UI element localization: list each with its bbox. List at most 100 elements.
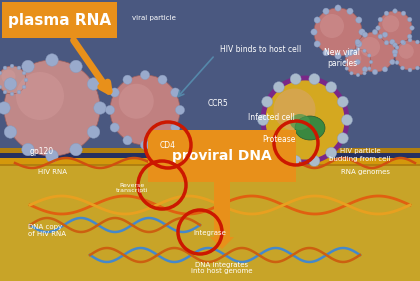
Circle shape [176, 105, 184, 115]
Circle shape [393, 53, 397, 57]
Circle shape [335, 53, 341, 59]
Circle shape [401, 40, 404, 44]
Text: viral particle: viral particle [132, 15, 176, 21]
Circle shape [368, 67, 371, 70]
Circle shape [335, 5, 341, 11]
Circle shape [384, 40, 389, 45]
Circle shape [110, 75, 180, 145]
Circle shape [350, 72, 353, 75]
Circle shape [110, 88, 119, 97]
Circle shape [290, 155, 301, 166]
Circle shape [415, 66, 420, 70]
Circle shape [309, 74, 320, 85]
Circle shape [415, 40, 420, 44]
Bar [0, 155, 420, 281]
Circle shape [257, 115, 268, 125]
Circle shape [10, 92, 14, 96]
Text: CCR5: CCR5 [208, 99, 229, 108]
Circle shape [70, 143, 82, 156]
Circle shape [2, 69, 16, 83]
Circle shape [363, 72, 366, 75]
Ellipse shape [290, 114, 310, 130]
Circle shape [382, 15, 399, 32]
Circle shape [326, 147, 337, 158]
Circle shape [309, 155, 320, 166]
Circle shape [359, 29, 365, 35]
Bar [0, 158, 420, 164]
Circle shape [4, 60, 100, 156]
Circle shape [140, 71, 150, 80]
Circle shape [158, 136, 167, 145]
Circle shape [392, 49, 398, 55]
Circle shape [263, 78, 347, 162]
Circle shape [345, 49, 371, 75]
Circle shape [323, 50, 329, 56]
Circle shape [158, 75, 167, 84]
Circle shape [0, 66, 26, 94]
Circle shape [262, 96, 273, 107]
Circle shape [407, 17, 412, 22]
Circle shape [0, 85, 2, 89]
Circle shape [70, 60, 82, 73]
Text: Protease: Protease [262, 135, 296, 144]
Circle shape [355, 59, 360, 65]
Circle shape [110, 123, 119, 132]
Circle shape [262, 133, 273, 144]
Text: DNA copy
of HIV RNA: DNA copy of HIV RNA [28, 223, 66, 237]
Circle shape [22, 143, 34, 156]
Circle shape [16, 72, 64, 120]
Circle shape [119, 84, 154, 119]
Circle shape [355, 32, 395, 72]
Text: DNA integrates
into host genome: DNA integrates into host genome [191, 262, 253, 275]
Circle shape [355, 39, 360, 45]
Circle shape [140, 140, 150, 149]
Circle shape [323, 8, 329, 14]
Circle shape [94, 102, 106, 114]
Text: New viral
paricles: New viral paricles [324, 48, 360, 68]
Bar [0, 148, 420, 166]
Text: Integrase: Integrase [194, 230, 226, 236]
Circle shape [368, 54, 371, 57]
Circle shape [46, 54, 58, 66]
Text: RNA genomes: RNA genomes [341, 169, 390, 175]
Circle shape [360, 37, 380, 57]
Circle shape [401, 40, 406, 45]
Circle shape [87, 126, 100, 138]
Text: plasma RNA: plasma RNA [8, 12, 111, 28]
Circle shape [356, 41, 362, 47]
Circle shape [0, 71, 2, 75]
Text: CD4: CD4 [160, 140, 176, 149]
Circle shape [3, 66, 7, 70]
Circle shape [382, 32, 388, 37]
Circle shape [347, 8, 353, 14]
Circle shape [356, 73, 360, 77]
Circle shape [337, 96, 348, 107]
Circle shape [352, 49, 357, 55]
Circle shape [384, 11, 389, 15]
Circle shape [390, 59, 395, 65]
Circle shape [341, 115, 352, 125]
Circle shape [290, 74, 301, 85]
Circle shape [395, 46, 399, 49]
Circle shape [22, 85, 26, 89]
Circle shape [401, 11, 406, 15]
Circle shape [123, 75, 132, 84]
Text: gp120: gp120 [30, 148, 54, 157]
Circle shape [46, 150, 58, 162]
Text: HIV binds to host cell: HIV binds to host cell [220, 46, 301, 55]
Circle shape [362, 67, 368, 72]
Circle shape [347, 50, 353, 56]
Circle shape [408, 68, 412, 72]
Circle shape [378, 11, 412, 45]
Circle shape [4, 78, 17, 90]
Circle shape [273, 89, 315, 130]
Text: HIV RNA: HIV RNA [38, 169, 67, 175]
Circle shape [373, 69, 378, 74]
Circle shape [10, 64, 14, 68]
Circle shape [4, 126, 17, 138]
Circle shape [356, 47, 360, 51]
Circle shape [171, 88, 180, 97]
Circle shape [362, 32, 368, 37]
Circle shape [345, 67, 349, 70]
Circle shape [401, 66, 404, 70]
